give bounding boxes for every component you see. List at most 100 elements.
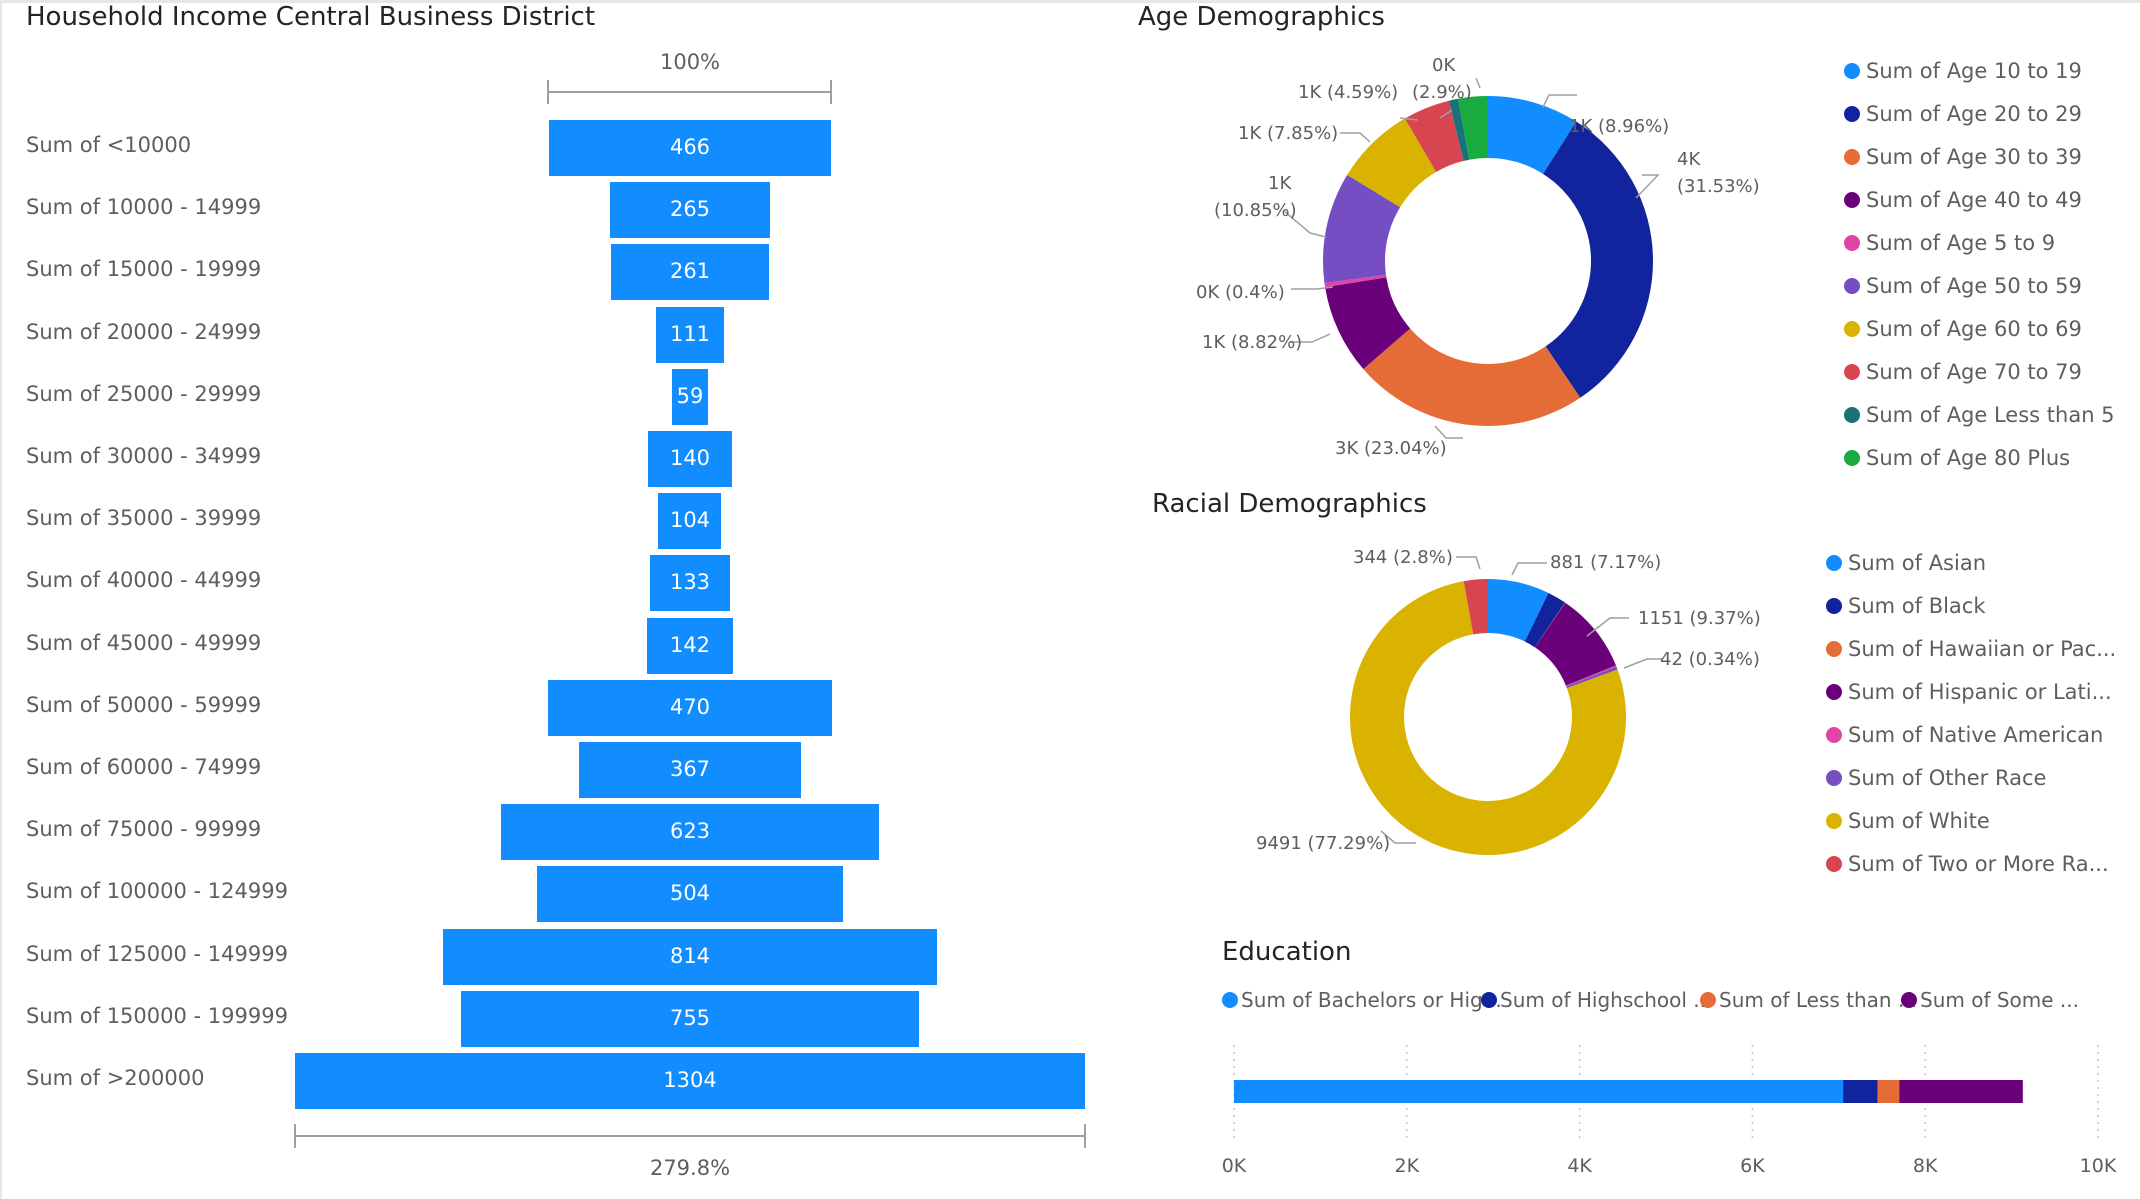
funnel-bar[interactable] xyxy=(672,368,708,425)
donut-slice[interactable] xyxy=(1463,579,1488,635)
funnel-bar[interactable] xyxy=(578,742,802,798)
funnel-value-label: 104 xyxy=(669,508,711,533)
funnel-bar[interactable] xyxy=(548,120,832,176)
funnel-bar[interactable] xyxy=(610,244,770,301)
age-legend-item[interactable]: Sum of Age 10 to 19 xyxy=(1844,49,2115,92)
x-tick-label: 0K xyxy=(1222,1155,1247,1177)
legend-marker-icon xyxy=(1844,449,1860,466)
legend-label: Sum of Age 10 to 19 xyxy=(1866,58,2082,83)
donut-slice[interactable] xyxy=(1404,100,1464,173)
funnel-bar[interactable] xyxy=(443,928,937,985)
legend-label: Sum of Hispanic or Lati... xyxy=(1848,679,2112,704)
education-title: Education xyxy=(1222,937,1352,967)
age-label-70-79: 1K (4.59%) xyxy=(1298,82,1398,103)
age-legend-item[interactable]: Sum of Age 40 to 49 xyxy=(1844,178,2115,221)
race-legend: Sum of Asian Sum of Black Sum of Hawaiian … xyxy=(1826,541,2116,885)
donut-slice[interactable] xyxy=(1448,98,1470,161)
funnel-value-label: 1304 xyxy=(663,1068,717,1092)
legend-marker-icon xyxy=(1844,406,1860,423)
funnel-bar[interactable] xyxy=(537,866,843,923)
funnel-bar[interactable] xyxy=(647,431,733,487)
age-legend-item[interactable]: Sum of Age 50 to 59 xyxy=(1844,264,2115,307)
funnel-value-label: 261 xyxy=(669,259,711,284)
age-label-10-19: 1K (8.96%) xyxy=(1569,116,1669,137)
age-legend-item[interactable]: Sum of Age 20 to 29 xyxy=(1844,92,2115,135)
funnel-bar[interactable] xyxy=(656,306,724,363)
legend-marker-icon xyxy=(1826,769,1842,786)
education-legend-item[interactable]: Sum of Less than ... xyxy=(1700,988,1917,1012)
funnel-category-label: Sum of 25000 - 29999 xyxy=(26,381,262,406)
donut-slice[interactable] xyxy=(1363,328,1581,426)
funnel-bar[interactable] xyxy=(658,493,722,550)
funnel-bar[interactable] xyxy=(646,617,733,674)
race-legend-item[interactable]: Sum of Other Race xyxy=(1826,756,2116,799)
funnel-category-label: Sum of 45000 - 49999 xyxy=(26,630,262,655)
funnel-bar[interactable] xyxy=(609,182,771,239)
funnel-brackets xyxy=(294,80,1086,1148)
age-donut-chart: 1K (8.96%) 4K (31.53%) 3K (23.04%) 1K (8… xyxy=(1196,55,1760,459)
legend-label: Sum of Age 5 to 9 xyxy=(1866,230,2056,255)
education-legend-item[interactable]: Sum of Highschool ... xyxy=(1481,988,1712,1012)
funnel-bar[interactable] xyxy=(501,804,879,861)
funnel-category-label: Sum of 150000 - 199999 xyxy=(26,1003,288,1028)
donut-slice[interactable] xyxy=(1566,666,1618,689)
donut-slice[interactable] xyxy=(1347,118,1437,208)
donut-slice[interactable] xyxy=(1324,274,1387,288)
education-bar-segment[interactable] xyxy=(1843,1080,1878,1103)
top-border xyxy=(0,0,2140,3)
donut-slice[interactable] xyxy=(1565,665,1617,687)
funnel-bar[interactable] xyxy=(649,555,731,612)
age-label-40-49: 1K (8.82%) xyxy=(1202,332,1302,353)
age-legend-item[interactable]: Sum of Age 80 Plus xyxy=(1844,436,2115,479)
race-legend-item[interactable]: Sum of Native American xyxy=(1826,713,2116,756)
age-label-60-69: 1K (7.85%) xyxy=(1238,123,1338,144)
x-tick-label: 4K xyxy=(1567,1155,1592,1177)
education-bar-segment[interactable] xyxy=(1877,1080,1900,1103)
donut-slice[interactable] xyxy=(1488,579,1549,642)
race-legend-item[interactable]: Sum of Hawaiian or Pac... xyxy=(1826,627,2116,670)
race-legend-item[interactable]: Sum of Asian xyxy=(1826,541,2116,584)
legend-label: Sum of Age 50 to 59 xyxy=(1866,273,2082,298)
funnel-category-label: Sum of 35000 - 39999 xyxy=(26,506,262,531)
donut-slice[interactable] xyxy=(1488,96,1577,174)
race-legend-item[interactable]: Sum of Black xyxy=(1826,584,2116,627)
race-legend-item[interactable]: Sum of Hispanic or Lati... xyxy=(1826,670,2116,713)
legend-label: Sum of Age 40 to 49 xyxy=(1866,187,2082,212)
age-legend-item[interactable]: Sum of Age 60 to 69 xyxy=(1844,307,2115,350)
donut-slice[interactable] xyxy=(1535,602,1616,686)
legend-label: Sum of Age 30 to 39 xyxy=(1866,144,2082,169)
education-bar-segment[interactable] xyxy=(1234,1080,1844,1103)
donut-slice[interactable] xyxy=(1323,174,1401,284)
age-legend-item[interactable]: Sum of Age 70 to 79 xyxy=(1844,350,2115,393)
legend-label: Sum of Age Less than 5 xyxy=(1866,402,2115,427)
funnel-bar[interactable] xyxy=(295,1053,1085,1109)
donut-slice[interactable] xyxy=(1350,581,1626,855)
funnel-category-label: Sum of 100000 - 124999 xyxy=(26,879,288,904)
donut-slice[interactable] xyxy=(1534,602,1566,648)
donut-slice[interactable] xyxy=(1524,592,1566,648)
education-legend-item[interactable]: Sum of Some ... xyxy=(1901,988,2079,1012)
age-legend-item[interactable]: Sum of Age 5 to 9 xyxy=(1844,221,2115,264)
legend-marker-icon xyxy=(1844,105,1860,122)
age-legend: Sum of Age 10 to 19 Sum of Age 20 to 29 Su… xyxy=(1844,49,2115,479)
donut-slice[interactable] xyxy=(1325,277,1411,370)
education-legend-item[interactable]: Sum of Bachelors or Hig... xyxy=(1222,988,1502,1012)
race-label-hispanic: 1151 (9.37%) xyxy=(1638,608,1760,629)
legend-marker-icon xyxy=(1826,726,1842,743)
x-tick-label: 2K xyxy=(1395,1155,1420,1177)
race-legend-item[interactable]: Sum of White xyxy=(1826,799,2116,842)
race-label-other: 42 (0.34%) xyxy=(1660,649,1760,670)
funnel-category-label: Sum of 15000 - 19999 xyxy=(26,257,262,282)
age-legend-item[interactable]: Sum of Age 30 to 39 xyxy=(1844,135,2115,178)
age-label-less-than-5: 0K xyxy=(1432,55,1456,76)
funnel-bar[interactable] xyxy=(461,990,919,1047)
donut-slice[interactable] xyxy=(1543,121,1653,398)
education-bar-segment[interactable] xyxy=(1899,1080,2023,1103)
funnel-value-label: 111 xyxy=(669,321,711,346)
legend-label: Sum of Some ... xyxy=(1920,988,2079,1012)
funnel-value-label: 623 xyxy=(669,819,711,844)
race-legend-item[interactable]: Sum of Two or More Ra... xyxy=(1826,842,2116,885)
funnel-bar[interactable] xyxy=(547,679,833,736)
age-legend-item[interactable]: Sum of Age Less than 5 xyxy=(1844,393,2115,436)
donut-slice[interactable] xyxy=(1458,96,1488,160)
